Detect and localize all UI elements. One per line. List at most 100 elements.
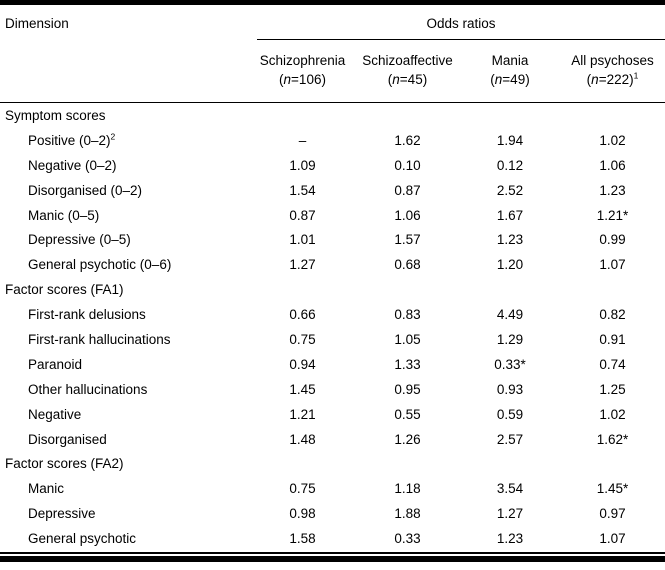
cell-value: 1.33 xyxy=(394,356,421,372)
cell-value: 0.55 xyxy=(394,406,421,422)
cell-value: 0.10 xyxy=(394,157,421,173)
table-row: Positive (0–2)2 – 1.62 1.94 1.02 xyxy=(0,128,665,153)
column-header-3: Mania (n=49) xyxy=(460,51,560,89)
cell-value: 0.97 xyxy=(599,506,626,522)
row-label: Depressive (0–5) xyxy=(28,232,131,248)
cell-value: 0.91 xyxy=(599,331,626,347)
cell-value: 0.75 xyxy=(289,331,316,347)
row-label: Negative (0–2) xyxy=(28,157,117,173)
table-row: Manic 0.75 1.18 3.54 1.45* xyxy=(0,476,665,501)
cell-value: 0.83 xyxy=(394,307,421,323)
cell-value: 3.54 xyxy=(496,481,524,497)
column-headers: Schizophrenia (n=106) Schizoaffective (n=45… xyxy=(0,40,665,102)
cell-value: 1.21 xyxy=(289,406,316,422)
cell-value: 1.62 xyxy=(394,132,421,148)
cell-value: 1.02 xyxy=(599,132,626,148)
cell-value: 1.94 xyxy=(496,132,524,148)
row-label: Negative xyxy=(28,406,82,422)
row-label: Paranoid xyxy=(28,356,83,372)
section-label: Factor scores (FA1) xyxy=(5,282,124,298)
row-label: Depressive xyxy=(28,506,96,522)
cell-value: 0.87 xyxy=(289,207,316,223)
cell-value: 4.49 xyxy=(496,307,524,323)
cell-value: 0.33* xyxy=(494,356,526,372)
section-label: Symptom scores xyxy=(5,107,106,123)
cell-value: 0.66 xyxy=(289,307,316,323)
row-label: First-rank hallucinations xyxy=(28,331,171,347)
cell-value: 1.45 xyxy=(289,381,316,397)
cell-value: 1.58 xyxy=(289,531,316,547)
cell-value: 1.88 xyxy=(394,506,421,522)
section-header-row: Symptom scores xyxy=(0,103,665,128)
table-row: Disorganised (0–2) 1.54 0.87 2.52 1.23 xyxy=(0,178,665,203)
row-label: First-rank delusions xyxy=(28,307,146,323)
cell-value: 1.67 xyxy=(496,207,524,223)
table-body: Symptom scores Positive (0–2)2 – 1.62 1.94 1.… xyxy=(0,103,665,551)
dimension-column-header: Dimension xyxy=(5,16,69,31)
column-n-count: (n=49) xyxy=(490,72,530,87)
cell-value: 1.25 xyxy=(599,381,626,397)
cell-value: 1.06 xyxy=(394,207,421,223)
odds-ratios-label: Odds ratios xyxy=(426,16,496,31)
cell-value: 1.62* xyxy=(596,431,629,447)
cell-value: 1.20 xyxy=(496,257,524,273)
table-row: General psychotic 1.58 0.33 1.23 1.07 xyxy=(0,526,665,551)
odds-ratios-group-header: Odds ratios xyxy=(257,5,665,40)
cell-value: 1.27 xyxy=(289,257,316,273)
table-row: First-rank delusions 0.66 0.83 4.49 0.82 xyxy=(0,302,665,327)
column-header-1: Schizophrenia (n=106) xyxy=(250,51,355,89)
cell-value: 2.57 xyxy=(496,431,524,447)
table-row: Manic (0–5) 0.87 1.06 1.67 1.21* xyxy=(0,203,665,228)
cell-value: 1.29 xyxy=(496,331,524,347)
cell-value: 1.48 xyxy=(289,431,316,447)
cell-value: 0.68 xyxy=(394,257,421,273)
column-n-count: (n=222)1 xyxy=(586,70,639,87)
column-name: Schizoaffective xyxy=(362,53,453,68)
row-label: Disorganised xyxy=(28,431,107,447)
cell-value: 1.23 xyxy=(496,232,524,248)
cell-value: 0.87 xyxy=(394,182,421,198)
cell-value: 1.26 xyxy=(394,431,421,447)
row-label: Manic xyxy=(28,481,65,497)
cell-value: 1.09 xyxy=(289,157,316,173)
bottom-thick-rule xyxy=(0,556,665,563)
cell-value: 1.06 xyxy=(599,157,626,173)
table-row: Other hallucinations 1.45 0.95 0.93 1.25 xyxy=(0,377,665,402)
cell-value: 0.95 xyxy=(394,381,421,397)
table-row: Disorganised 1.48 1.26 2.57 1.62* xyxy=(0,427,665,452)
section-header-row: Factor scores (FA1) xyxy=(0,277,665,302)
cell-value: – xyxy=(298,132,307,148)
table-row: Depressive 0.98 1.88 1.27 0.97 xyxy=(0,501,665,526)
cell-value: 1.07 xyxy=(599,257,626,273)
table-row: First-rank hallucinations 0.75 1.05 1.29 0.9… xyxy=(0,327,665,352)
table-row: Negative 1.21 0.55 0.59 1.02 xyxy=(0,402,665,427)
cell-value: 1.05 xyxy=(394,331,421,347)
row-label: General psychotic (0–6) xyxy=(28,257,172,273)
bottom-thin-rule xyxy=(0,551,665,554)
cell-value: 1.23 xyxy=(599,182,626,198)
table-header-row: Dimension Odds ratios xyxy=(0,5,665,40)
cell-value: 1.07 xyxy=(599,531,626,547)
cell-value: 0.93 xyxy=(496,381,524,397)
column-header-2: Schizoaffective (n=45) xyxy=(355,51,460,89)
cell-value: 1.23 xyxy=(496,531,524,547)
cell-value: 1.45* xyxy=(596,481,629,497)
cell-value: 1.54 xyxy=(289,182,316,198)
cell-value: 1.27 xyxy=(496,506,524,522)
table-row: Paranoid 0.94 1.33 0.33* 0.74 xyxy=(0,352,665,377)
row-label: Other hallucinations xyxy=(28,381,148,397)
empty-header-cell xyxy=(0,51,250,89)
cell-value: 1.21* xyxy=(596,207,629,223)
column-n-count: (n=45) xyxy=(387,72,428,87)
cell-value: 0.99 xyxy=(599,232,626,248)
table-row: Negative (0–2) 1.09 0.10 0.12 1.06 xyxy=(0,153,665,178)
top-border-rule xyxy=(0,0,665,5)
row-label: Positive (0–2)2 xyxy=(28,131,116,148)
column-name: Schizophrenia xyxy=(259,53,346,68)
column-header-4: All psychoses (n=222)1 xyxy=(560,51,665,89)
cell-value: 0.98 xyxy=(289,506,316,522)
cell-value: 0.59 xyxy=(496,406,524,422)
cell-value: 0.33 xyxy=(394,531,421,547)
cell-value: 1.01 xyxy=(289,232,316,248)
